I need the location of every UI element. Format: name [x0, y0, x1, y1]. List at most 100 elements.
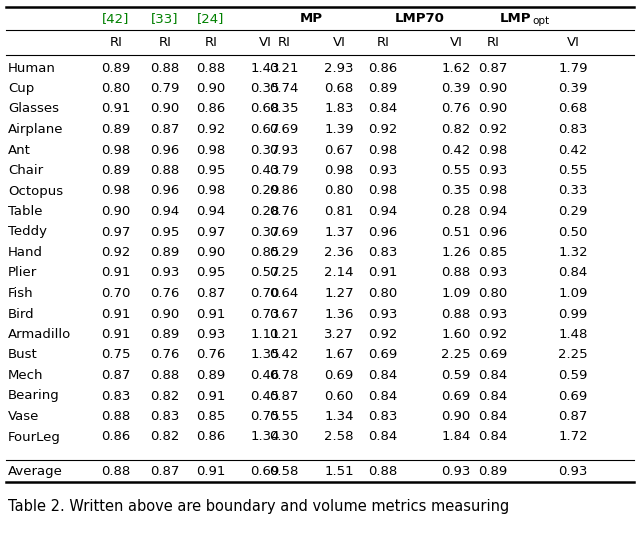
Text: 0.91: 0.91	[196, 465, 226, 478]
Text: 0.86: 0.86	[369, 62, 397, 74]
Text: RI: RI	[109, 36, 122, 50]
Text: Teddy: Teddy	[8, 225, 47, 239]
Text: 0.91: 0.91	[368, 267, 397, 279]
Text: 0.88: 0.88	[369, 465, 397, 478]
Text: Bird: Bird	[8, 307, 35, 321]
Text: 0.93: 0.93	[269, 143, 299, 156]
Text: 0.99: 0.99	[558, 307, 588, 321]
Text: 0.35: 0.35	[250, 82, 280, 95]
Text: RI: RI	[376, 36, 389, 50]
Text: 0.84: 0.84	[478, 390, 508, 402]
Text: 0.82: 0.82	[150, 390, 180, 402]
Text: Chair: Chair	[8, 164, 43, 177]
Text: 0.67: 0.67	[324, 143, 354, 156]
Text: MP: MP	[300, 13, 323, 25]
Text: 0.86: 0.86	[101, 430, 131, 444]
Text: 2.36: 2.36	[324, 246, 354, 259]
Text: RI: RI	[486, 36, 499, 50]
Text: 0.86: 0.86	[269, 185, 299, 197]
Text: Armadillo: Armadillo	[8, 328, 71, 341]
Text: 0.83: 0.83	[368, 410, 397, 423]
Text: 1.26: 1.26	[441, 246, 471, 259]
Text: Mech: Mech	[8, 369, 44, 382]
Text: 0.90: 0.90	[478, 102, 508, 116]
Text: VI: VI	[449, 36, 463, 50]
Text: 0.97: 0.97	[101, 225, 131, 239]
Text: Human: Human	[8, 62, 56, 74]
Text: 0.95: 0.95	[196, 267, 226, 279]
Text: 0.90: 0.90	[478, 82, 508, 95]
Text: 0.87: 0.87	[478, 62, 508, 74]
Text: 0.91: 0.91	[101, 102, 131, 116]
Text: 0.87: 0.87	[150, 123, 180, 136]
Text: Table 2. Written above are boundary and volume metrics measuring: Table 2. Written above are boundary and …	[8, 500, 509, 515]
Text: 0.21: 0.21	[269, 62, 299, 74]
Text: 0.92: 0.92	[368, 328, 397, 341]
Text: 1.60: 1.60	[442, 328, 470, 341]
Text: 0.21: 0.21	[269, 328, 299, 341]
Text: 0.35: 0.35	[441, 185, 471, 197]
Text: 0.98: 0.98	[196, 185, 226, 197]
Text: LMP: LMP	[499, 13, 531, 25]
Text: 0.94: 0.94	[150, 205, 180, 218]
Text: 0.89: 0.89	[150, 328, 180, 341]
Text: 0.43: 0.43	[250, 164, 280, 177]
Text: 0.55: 0.55	[269, 410, 299, 423]
Text: 0.98: 0.98	[369, 143, 397, 156]
Text: 0.98: 0.98	[196, 143, 226, 156]
Text: 0.92: 0.92	[368, 123, 397, 136]
Text: 0.97: 0.97	[196, 225, 226, 239]
Text: 0.60: 0.60	[324, 390, 354, 402]
Text: 1.34: 1.34	[324, 410, 354, 423]
Text: 0.84: 0.84	[369, 430, 397, 444]
Text: 0.29: 0.29	[250, 185, 280, 197]
Text: 0.93: 0.93	[478, 267, 508, 279]
Text: 0.90: 0.90	[150, 102, 180, 116]
Text: 0.93: 0.93	[368, 307, 397, 321]
Text: 0.76: 0.76	[442, 102, 470, 116]
Text: 0.76: 0.76	[196, 348, 226, 361]
Text: 1.62: 1.62	[441, 62, 471, 74]
Text: 0.86: 0.86	[196, 102, 226, 116]
Text: VI: VI	[333, 36, 346, 50]
Text: 0.90: 0.90	[196, 82, 226, 95]
Text: 0.87: 0.87	[101, 369, 131, 382]
Text: 0.91: 0.91	[101, 328, 131, 341]
Text: 0.73: 0.73	[250, 307, 280, 321]
Text: Airplane: Airplane	[8, 123, 63, 136]
Text: 1.37: 1.37	[324, 225, 354, 239]
Text: 0.95: 0.95	[150, 225, 180, 239]
Text: 0.75: 0.75	[101, 348, 131, 361]
Text: 0.70: 0.70	[101, 287, 131, 300]
Text: 0.98: 0.98	[324, 164, 354, 177]
Text: 0.80: 0.80	[478, 287, 508, 300]
Text: 0.76: 0.76	[150, 348, 180, 361]
Text: 0.39: 0.39	[442, 82, 470, 95]
Text: 0.51: 0.51	[441, 225, 471, 239]
Text: 0.69: 0.69	[478, 348, 508, 361]
Text: 1.36: 1.36	[324, 307, 354, 321]
Text: 0.88: 0.88	[196, 62, 226, 74]
Text: 0.59: 0.59	[442, 369, 470, 382]
Text: 1.09: 1.09	[442, 287, 470, 300]
Text: Hand: Hand	[8, 246, 43, 259]
Text: Average: Average	[8, 465, 63, 478]
Text: 0.84: 0.84	[369, 390, 397, 402]
Text: 1.32: 1.32	[558, 246, 588, 259]
Text: 0.67: 0.67	[250, 123, 280, 136]
Text: 0.42: 0.42	[442, 143, 470, 156]
Text: 0.91: 0.91	[101, 267, 131, 279]
Text: 3.27: 3.27	[324, 328, 354, 341]
Text: 0.82: 0.82	[442, 123, 470, 136]
Text: 0.89: 0.89	[369, 82, 397, 95]
Text: 0.83: 0.83	[150, 410, 180, 423]
Text: 0.98: 0.98	[478, 185, 508, 197]
Text: Bust: Bust	[8, 348, 38, 361]
Text: 0.69: 0.69	[269, 123, 299, 136]
Text: 2.14: 2.14	[324, 267, 354, 279]
Text: RI: RI	[159, 36, 172, 50]
Text: 0.46: 0.46	[250, 369, 280, 382]
Text: 0.28: 0.28	[250, 205, 280, 218]
Text: Glasses: Glasses	[8, 102, 59, 116]
Text: 0.96: 0.96	[150, 185, 180, 197]
